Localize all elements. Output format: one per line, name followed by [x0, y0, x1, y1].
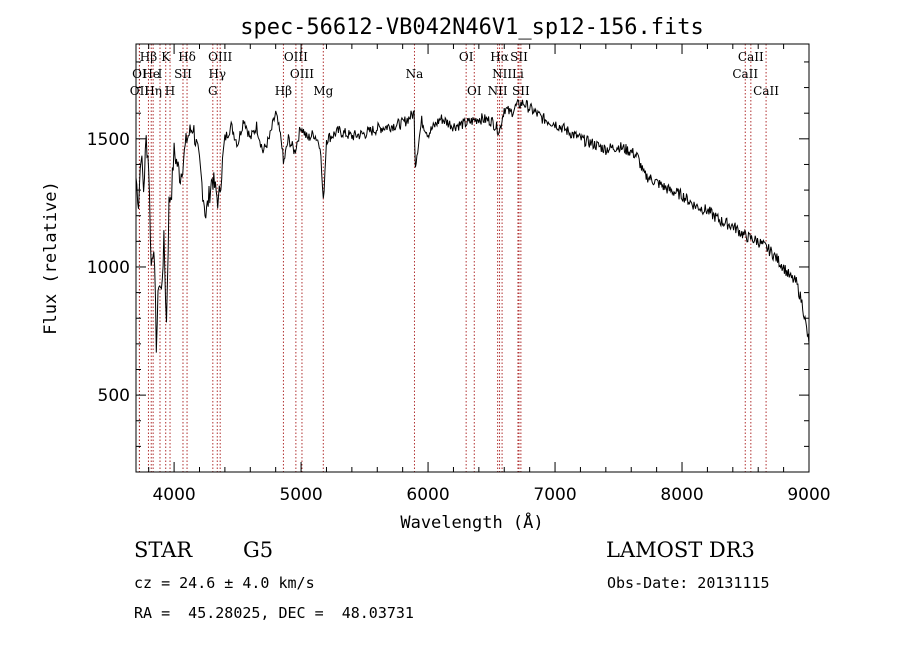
marker-label-27: SII: [512, 84, 530, 98]
marker-label-15: Na: [406, 67, 424, 81]
marker-label-14: OIII: [290, 67, 314, 81]
plot-frame: [135, 43, 810, 473]
chart-title: spec-56612-VB042N46V1_sp12-156.fits: [240, 15, 704, 40]
marker-label-23: Hβ: [275, 84, 292, 98]
marker-label-0: Hβ: [140, 50, 157, 64]
marker-label-21: H: [165, 84, 175, 98]
marker-label-20: Hη: [144, 84, 162, 98]
x-axis-label: Wavelength (Å): [400, 511, 543, 533]
star-class: STAR: [134, 538, 193, 562]
marker-label-19: OII: [130, 84, 150, 98]
y-axis-label: Flux (relative): [41, 181, 61, 335]
marker-label-28: CaII: [753, 84, 779, 98]
ra-dec: RA = 45.28025, DEC = 48.03731: [134, 604, 414, 622]
marker-label-13: Hγ: [208, 67, 226, 81]
marker-label-3: OIII: [208, 50, 232, 64]
marker-label-9: OI: [132, 67, 147, 81]
marker-label-17: Li: [512, 67, 524, 81]
marker-label-24: Mg: [313, 84, 333, 98]
marker-label-26: NII: [488, 84, 508, 98]
marker-label-7: SII: [510, 50, 528, 64]
marker-label-12: SII: [174, 67, 192, 81]
marker-label-10: He: [142, 67, 160, 81]
x-tick-label-0: 4000: [152, 485, 195, 505]
x-tick-label-4: 8000: [660, 485, 703, 505]
marker-label-5: OI: [459, 50, 474, 64]
marker-label-25: OI: [467, 84, 482, 98]
y-tick-label-2: 1500: [87, 130, 130, 150]
redshift-cz: cz = 24.6 ± 4.0 km/s: [134, 574, 315, 592]
spectral-line-markers: [138, 44, 767, 472]
marker-label-11: I: [158, 67, 163, 81]
marker-label-2: Hδ: [178, 50, 196, 64]
marker-label-1: K: [161, 50, 171, 64]
obs-date: Obs-Date: 20131115: [607, 574, 770, 592]
marker-label-16: NII: [492, 67, 512, 81]
marker-label-22: G: [208, 84, 218, 98]
x-tick-label-1: 5000: [279, 485, 322, 505]
star-subclass: G5: [243, 538, 274, 562]
x-axis: 4000 5000 6000 7000 8000 9000: [148, 44, 831, 505]
survey-label: LAMOST DR3: [606, 538, 755, 562]
y-tick-label-1: 1000: [87, 258, 130, 278]
marker-label-4: OIII: [284, 50, 308, 64]
x-tick-label-5: 9000: [787, 485, 830, 505]
y-axis: 500 1000 1500: [87, 61, 809, 447]
marker-label-6: Hα: [490, 50, 509, 64]
marker-label-18: CaII: [732, 67, 758, 81]
marker-label-8: CaII: [738, 50, 764, 64]
spectrum-line: [135, 99, 810, 353]
y-tick-label-0: 500: [98, 386, 130, 406]
x-tick-label-3: 7000: [533, 485, 576, 505]
x-tick-label-2: 6000: [406, 485, 449, 505]
